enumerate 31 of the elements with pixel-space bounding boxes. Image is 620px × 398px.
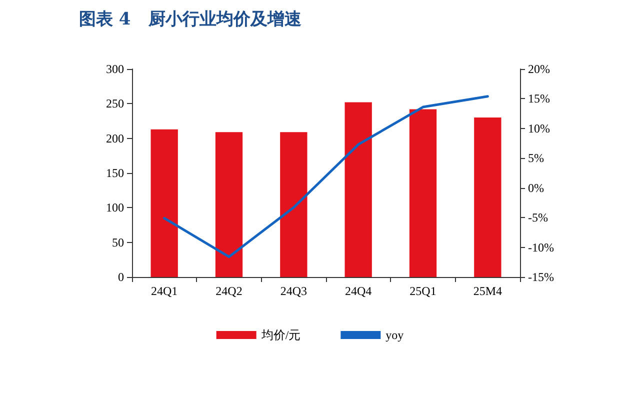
y-tick-label: 300	[106, 62, 124, 76]
x-tick-label: 24Q4	[344, 284, 372, 298]
legend-label: yoy	[386, 328, 404, 342]
y2-tick-label: 5%	[528, 151, 544, 166]
x-tick-label: 25Q1	[410, 284, 436, 298]
bar	[280, 132, 308, 277]
line-series	[163, 95, 489, 258]
y2-tick-label: -15%	[528, 270, 554, 284]
x-tick-label: 24Q2	[216, 284, 242, 298]
bar	[474, 118, 502, 277]
bar	[344, 102, 372, 277]
x-tick-label: 24Q1	[150, 284, 178, 298]
y-tick-label: 100	[106, 200, 124, 215]
y-tick-label: 0	[118, 270, 124, 284]
y2-tick-label: -5%	[528, 210, 548, 225]
y2-tick-label: 20%	[528, 62, 550, 76]
y-tick-label: 150	[106, 166, 124, 180]
y2-tick-label: 15%	[528, 92, 550, 106]
x-tick-label: 24Q3	[280, 284, 308, 298]
chart-title: 图表 4 厨小行业均价及增速	[79, 10, 302, 30]
bar	[150, 129, 178, 277]
y-tick-label: 50	[112, 235, 124, 250]
y-tick-label: 200	[106, 131, 124, 146]
y2-tick-label: 0%	[528, 180, 544, 195]
bar	[215, 132, 243, 277]
x-tick-label: 25M4	[473, 284, 502, 298]
y2-tick-label: -10%	[528, 240, 554, 254]
legend-label: 均价/元	[260, 328, 301, 342]
y-tick-label: 250	[106, 96, 124, 111]
bar	[409, 109, 437, 277]
y2-tick-label: 10%	[528, 121, 550, 136]
